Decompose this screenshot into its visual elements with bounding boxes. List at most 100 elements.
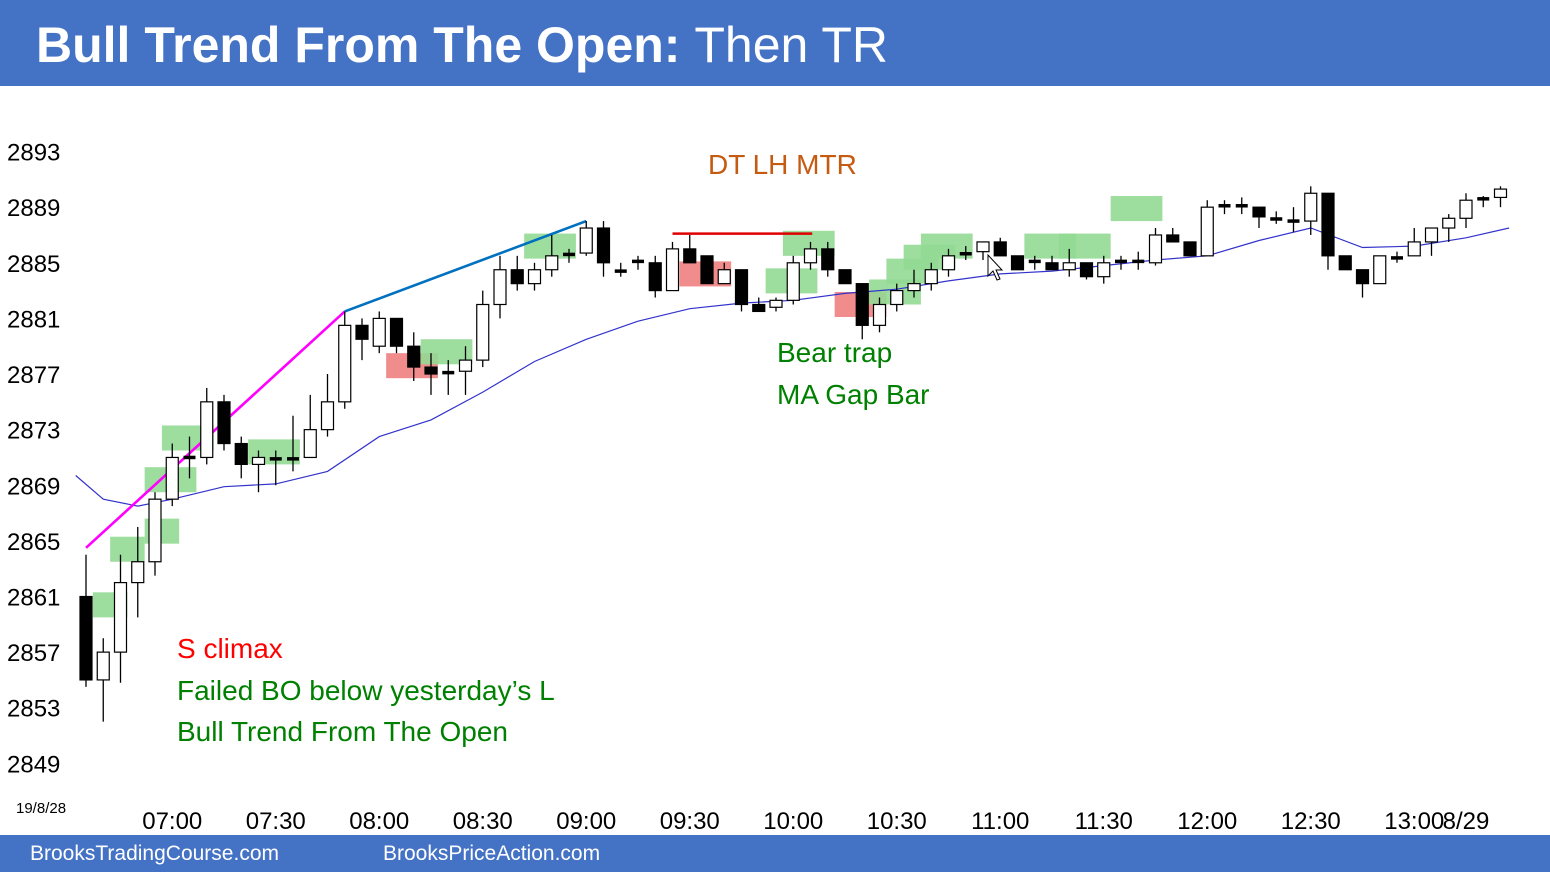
candle: [855, 283, 869, 340]
candle: [1097, 255, 1111, 284]
candle: [287, 415, 299, 472]
candle: [683, 234, 697, 264]
candle-bear-body: [1045, 262, 1059, 271]
candle-bear-body: [79, 595, 93, 681]
candle: [1459, 193, 1473, 229]
candle-bull-body: [803, 248, 818, 264]
y-tick-label: 2873: [7, 418, 60, 445]
candle-bear-body: [821, 248, 835, 271]
candle-bull-body: [165, 456, 179, 500]
candle: [1442, 214, 1456, 242]
candle: [717, 262, 731, 285]
x-tick-label: 07:00: [142, 808, 202, 835]
candle: [700, 255, 714, 285]
candle: [734, 269, 749, 312]
candle-bull-body: [1373, 255, 1387, 285]
candle-bear-body: [1166, 234, 1180, 243]
y-tick-label: 2877: [7, 362, 60, 389]
footer-link-brookspriceaction[interactable]: BrooksPriceAction.com: [383, 842, 601, 865]
candle-bull-body: [200, 401, 214, 459]
candle: [251, 450, 266, 493]
candle-bull-body: [113, 581, 128, 653]
candle-bear-body: [648, 262, 662, 292]
candle: [200, 387, 214, 465]
candle-bear-body: [234, 442, 248, 466]
candle: [1338, 255, 1352, 271]
candle: [424, 353, 438, 395]
candle-bear-body: [1252, 206, 1266, 218]
candle: [632, 255, 644, 270]
candle-bull-body: [527, 269, 542, 285]
candle-bull-body: [872, 303, 887, 326]
date-label: 19/8/28: [16, 800, 66, 817]
candle-bull-body: [924, 269, 938, 285]
candle: [993, 237, 1007, 257]
candle-bull-body: [1493, 188, 1508, 199]
bull-highlight-box: [1058, 233, 1111, 259]
candle: [890, 283, 904, 312]
candle-bear-body: [993, 241, 1007, 257]
title-bold: Bull Trend From The Open:: [36, 17, 681, 73]
candle: [1062, 248, 1076, 277]
candle-bear-body: [683, 248, 697, 264]
candle: [1200, 200, 1214, 257]
price-bars: [79, 186, 1508, 722]
candle: [1235, 197, 1248, 215]
candle-bear-body: [1321, 192, 1335, 257]
footer-bar: [0, 835, 1550, 872]
candle: [786, 255, 800, 305]
candle-bull-body: [1424, 227, 1439, 243]
candle: [338, 311, 352, 409]
candle: [563, 248, 575, 263]
candle-bear-body: [389, 317, 404, 347]
title-rest: Then TR: [694, 17, 888, 73]
candle: [476, 290, 490, 368]
x-tick-label: 13:00: [1384, 808, 1444, 835]
candle-bear-body: [855, 283, 869, 326]
x-tick-label: 8/29: [1443, 808, 1490, 835]
candle-bear-body: [217, 401, 231, 445]
candle-bull-body: [1442, 217, 1456, 229]
candle: [355, 318, 369, 361]
candle: [131, 526, 145, 618]
candle-bull-body: [1200, 206, 1214, 257]
candle: [976, 241, 990, 261]
candle-bull-body: [458, 359, 473, 372]
candle-bear-body: [355, 324, 369, 340]
candle: [1045, 255, 1059, 271]
candle-bear-body: [700, 255, 714, 285]
x-tick-label: 09:00: [556, 808, 616, 835]
candle-bull-body: [131, 561, 145, 584]
candle: [838, 269, 852, 285]
candle: [269, 450, 282, 486]
candle-bear-body: [1010, 255, 1025, 271]
candle-bull-body: [717, 269, 731, 285]
candle-bull-body: [1459, 199, 1473, 219]
candle-bull-body: [320, 401, 335, 431]
candle-bull-body: [476, 303, 490, 361]
candle-bull-body: [251, 456, 266, 466]
candle: [959, 246, 972, 261]
footer-link-brookstradingcourse[interactable]: BrooksTradingCourse.com: [30, 842, 279, 865]
candle: [1287, 207, 1300, 233]
candle-bull-body: [907, 283, 921, 292]
candle-bull-body: [1062, 262, 1076, 271]
candle: [113, 554, 128, 683]
candle-bull-body: [579, 227, 593, 254]
candle: [769, 297, 783, 312]
x-tick-label: 12:30: [1281, 808, 1341, 835]
x-tick-label: 10:30: [867, 808, 927, 835]
highlight-boxes: [92, 196, 1163, 618]
candle: [217, 394, 231, 451]
annotation-dt-lh-mtr: DT LH MTR: [708, 149, 857, 180]
candle: [648, 255, 662, 298]
candle: [1493, 186, 1508, 208]
candle-bull-body: [1097, 262, 1111, 278]
candle: [872, 297, 887, 333]
annotation-bull-trend: Bull Trend From The Open: [177, 716, 508, 747]
x-tick-label: 10:00: [763, 808, 823, 835]
candlestick-chart: 2893 2889 2885 2881 2877 2873 2869 2865 2861 2857…: [7, 140, 1510, 835]
candle: [596, 221, 611, 277]
candle-bull-body: [303, 429, 317, 459]
candle-bear-body: [1338, 255, 1352, 271]
